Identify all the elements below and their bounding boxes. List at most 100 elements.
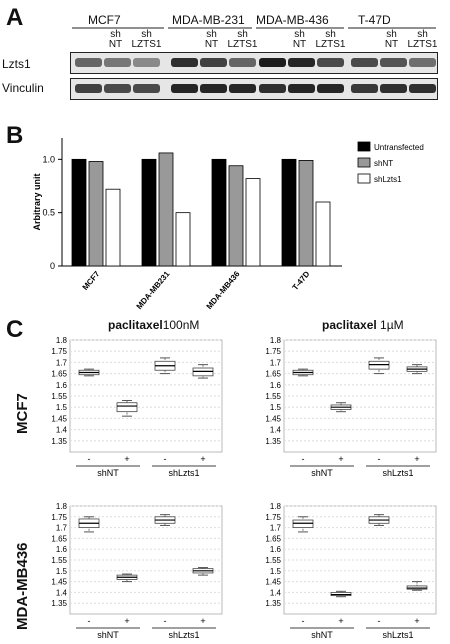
lane-label: LZTS1 [315,39,346,50]
lane-label: NT [384,39,399,50]
y-tick-label: 1.75 [265,347,281,356]
bar [228,165,244,267]
y-tick-label: 1.8 [56,502,68,511]
y-tick-label: 1.5 [270,403,282,412]
y-tick-label: 1.4 [56,588,68,597]
bar [175,212,191,267]
x-sign-label: - [164,454,167,464]
y-tick-label: 1.65 [51,534,67,543]
bar [105,188,121,267]
y-tick-label: 1.4 [270,588,282,597]
box-row-label-mcf7: MCF7 [14,393,31,434]
blot-band-vinculin [171,84,198,93]
plot-title-1um-drug: paclitaxel [322,318,377,332]
lane-label: sh [417,29,428,40]
lane-label: NT [108,39,123,50]
y-axis-label: Arbitrary unit [32,173,42,230]
blot-band-vinculin [317,84,344,93]
y-tick-label: 1.35 [51,599,67,608]
blot-band-lzts1 [288,58,315,67]
blot-band-lzts1 [171,58,198,67]
legend-swatch [357,157,371,168]
x-sign-label: + [124,454,129,464]
blot-band-vinculin [409,84,436,93]
y-tick-label: 1.7 [270,358,282,367]
cell-line-label-mcf7: MCF7 [88,13,121,27]
x-sign-label: - [164,616,167,626]
y-tick-label: 1.5 [56,403,68,412]
x-sign-label: - [88,616,91,626]
blot-band-vinculin [75,84,102,93]
blot-band-vinculin [259,84,286,93]
legend-label: shLzts1 [374,175,402,184]
y-tick-label: 1.5 [270,567,282,576]
plot-title-100nm-drug: paclitaxel [108,318,163,332]
blot-band-vinculin [104,84,131,93]
x-sign-label: + [414,454,419,464]
blot-band-vinculin [133,84,160,93]
y-tick-label: 1.8 [270,336,282,345]
bar [315,201,331,267]
x-sign-label: + [200,454,205,464]
x-group-label: shNT [311,630,333,640]
lane-label: NT [292,39,307,50]
bar [88,161,104,267]
y-tick-label: 1.0 [42,154,55,164]
bar [71,158,87,267]
y-tick-label: 1.75 [51,513,67,522]
y-tick-label: 1.55 [265,392,281,401]
blot-band-lzts1 [200,58,227,67]
legend-swatch [357,173,371,184]
lane-label: sh [325,29,336,40]
blot-band-vinculin [380,84,407,93]
box-plot-mcf7-1um: 1.351.41.451.51.551.61.651.71.751.8- + - +s… [265,336,437,478]
bar [211,158,227,267]
lane-label: sh [294,29,305,40]
y-tick-label: 1.6 [270,545,282,554]
x-tick-label: MDA-MB436 [205,269,242,310]
y-tick-label: 1.8 [56,336,68,345]
lane-label: LZTS1 [131,39,162,50]
blot-band-lzts1 [133,58,160,67]
x-group-label: shNT [97,468,119,478]
blot-band-vinculin [288,84,315,93]
y-tick-label: 1.65 [265,534,281,543]
y-tick-label: 1.7 [270,524,282,533]
box-plot-mda-mb436-100nm: 1.351.41.451.51.551.61.651.71.751.8- + - +s… [51,502,223,640]
legend-label: Untransfected [374,143,424,152]
x-sign-label: - [378,616,381,626]
y-tick-label: 1.65 [265,370,281,379]
x-tick-label: MCF7 [81,269,102,292]
x-tick-label: MDA-MB231 [135,269,172,310]
y-tick-label: 1.5 [56,567,68,576]
lane-label: sh [237,29,248,40]
blot-row-label-vinculin: Vinculin [2,81,44,95]
lane-label: sh [206,29,217,40]
lane-label: sh [110,29,121,40]
x-tick-label: T-47D [291,269,312,292]
y-tick-label: 1.4 [56,426,68,435]
y-tick-label: 1.4 [270,426,282,435]
y-tick-label: 1.6 [56,381,68,390]
bar [298,160,314,267]
y-tick-label: 1.45 [51,578,67,587]
x-sign-label: + [338,616,343,626]
blot-strip-vinculin [70,78,438,100]
x-group-label: shLzts1 [168,630,199,640]
blot-band-vinculin [351,84,378,93]
blot-band-lzts1 [351,58,378,67]
blot-strip-lzts1 [70,52,438,74]
y-tick-label: 1.35 [265,437,281,446]
x-sign-label: + [414,616,419,626]
y-tick-label: 1.35 [51,437,67,446]
y-tick-label: 1.8 [270,502,282,511]
bar [141,158,157,267]
x-sign-label: - [302,616,305,626]
y-tick-label: 1.65 [51,370,67,379]
box-row-label-mda-mb436: MDA-MB436 [14,542,31,630]
y-tick-label: 1.7 [56,358,68,367]
y-tick-label: 0.5 [42,208,55,218]
x-group-label: shLzts1 [382,630,413,640]
plot-title-100nm-dose: 100nM [162,318,200,332]
blot-band-lzts1 [409,58,436,67]
